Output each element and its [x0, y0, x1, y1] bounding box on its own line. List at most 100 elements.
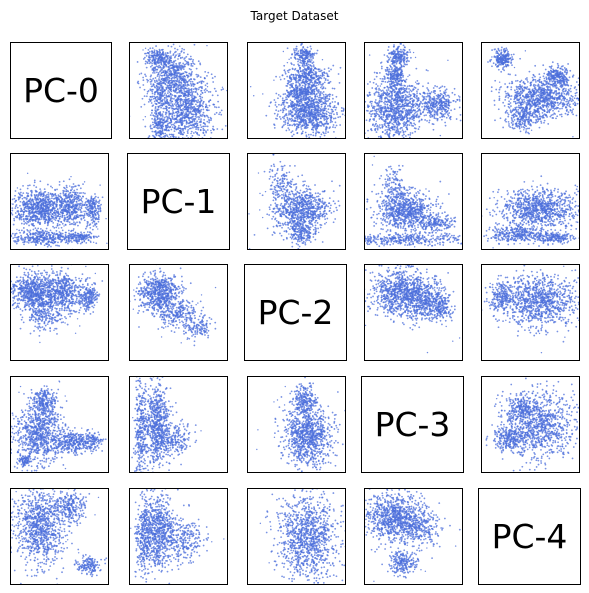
scatter-point	[177, 107, 180, 110]
scatter-point	[175, 145, 177, 147]
scatter-point	[312, 131, 315, 134]
scatter-point	[212, 125, 215, 128]
scatter-point	[161, 113, 164, 116]
scatter-point	[443, 85, 446, 88]
scatter-point	[351, 55, 352, 56]
scatter-point	[447, 114, 450, 117]
scatter-point	[317, 83, 320, 86]
scatter-point	[310, 81, 312, 84]
scatter-point	[164, 83, 167, 86]
scatter-point	[152, 123, 155, 126]
scatter-point	[208, 104, 211, 107]
scatter-point	[197, 88, 200, 91]
scatter-point	[161, 49, 164, 51]
scatter-point	[168, 87, 171, 90]
scatter-point	[433, 113, 436, 116]
scatter-point	[297, 60, 299, 63]
scatter-point	[378, 89, 380, 91]
scatter-point	[429, 100, 431, 102]
scatter-point	[295, 111, 298, 114]
scatter-point	[145, 95, 148, 98]
scatter-point	[287, 71, 290, 74]
scatter-point	[165, 88, 168, 91]
scatter-point	[373, 93, 376, 96]
scatter-point	[203, 149, 204, 150]
scatter-point	[200, 118, 202, 121]
scatter-point	[397, 116, 399, 119]
scatter-point	[155, 49, 158, 52]
scatter-point	[445, 100, 448, 102]
scatter-point	[294, 88, 296, 90]
scatter-point	[186, 109, 189, 112]
scatter-point	[315, 123, 318, 126]
scatter-point	[158, 102, 161, 104]
scatter-point	[392, 99, 395, 102]
scatter-point	[289, 81, 291, 83]
scatter-point	[405, 104, 408, 107]
scatter-point	[148, 98, 151, 101]
scatter-point	[151, 60, 154, 63]
scatter-point	[166, 142, 167, 143]
scatter-point	[377, 95, 380, 98]
scatter-point	[307, 90, 309, 92]
scatter-point	[380, 98, 383, 101]
scatter-point	[279, 118, 282, 120]
scatter-point	[153, 118, 156, 121]
scatter-point	[314, 96, 317, 99]
scatter-point	[292, 76, 295, 78]
scatter-point	[177, 98, 180, 101]
scatter-point	[310, 79, 313, 82]
scatter-point	[309, 64, 312, 67]
scatter-point	[386, 117, 389, 119]
scatter-point	[308, 136, 311, 138]
scatter-point	[173, 71, 176, 74]
scatter-point	[182, 100, 185, 103]
variable-label: PC-2	[258, 293, 334, 332]
scatter-point	[439, 134, 442, 137]
scatter-point	[299, 77, 302, 80]
scatter-point	[213, 106, 216, 108]
scatter-point	[155, 113, 158, 116]
scatter-point	[206, 120, 209, 123]
scatter-point	[297, 63, 300, 66]
scatter-point	[205, 103, 207, 106]
scatter-point	[387, 122, 390, 125]
scatter-point	[321, 108, 324, 111]
scatter-point	[159, 131, 162, 134]
scatter-point	[432, 87, 435, 89]
scatter-point	[371, 100, 373, 103]
scatter-point	[190, 98, 193, 101]
scatter-point	[313, 139, 315, 141]
scatter-point	[411, 118, 414, 121]
scatter-point	[458, 96, 461, 98]
scatter-point	[375, 83, 378, 86]
scatter-point	[432, 128, 435, 131]
scatter-point	[170, 70, 173, 73]
scatter-point	[160, 80, 162, 83]
scatter-point	[344, 121, 345, 123]
scatter-point	[416, 100, 419, 103]
scatter-point	[183, 48, 186, 51]
scatter-point	[188, 106, 191, 109]
scatter-point	[188, 100, 191, 102]
scatter-point	[427, 105, 430, 108]
scatter-point	[191, 113, 194, 116]
scatter-point	[444, 121, 447, 124]
scatter-point	[166, 135, 169, 138]
scatter-point	[328, 75, 330, 78]
scatter-point	[278, 139, 280, 141]
scatter-point	[296, 109, 299, 112]
scatter-point	[152, 68, 155, 71]
scatter-point	[283, 69, 286, 71]
scatter-point	[437, 96, 440, 98]
scatter-point	[374, 91, 377, 94]
scatter-point	[156, 75, 159, 78]
scatter-point	[322, 91, 325, 93]
scatter-point	[429, 116, 432, 119]
scatter-point	[158, 130, 161, 133]
scatter-point	[398, 90, 401, 92]
scatter-point	[411, 109, 414, 112]
scatter-point	[204, 143, 206, 145]
scatter-point	[199, 95, 202, 98]
scatter-point	[394, 110, 396, 112]
